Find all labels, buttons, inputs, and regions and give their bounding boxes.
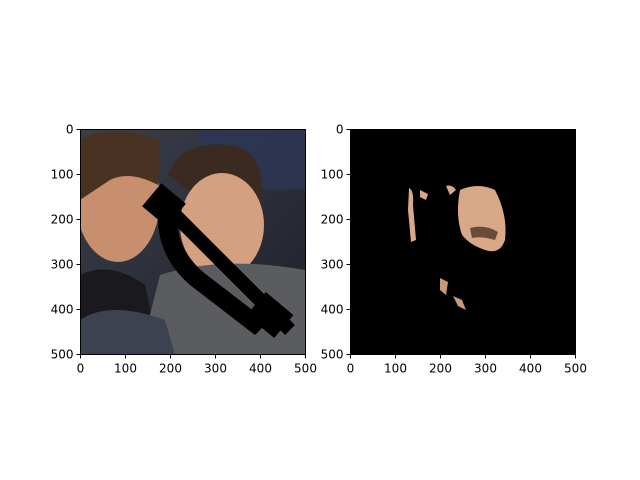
left-y-tick-label: 300 bbox=[51, 258, 74, 272]
right-x-tick-label: 300 bbox=[474, 362, 497, 376]
left-x-tick-label: 500 bbox=[294, 362, 317, 376]
left-y-tick-label: 400 bbox=[51, 303, 74, 317]
right-y-tick-label: 300 bbox=[321, 258, 344, 272]
left-y-tick-label: 200 bbox=[51, 213, 74, 227]
left-x-tick-label: 0 bbox=[77, 362, 85, 376]
left-x-tick-label: 100 bbox=[114, 362, 137, 376]
left-y-tick-label: 100 bbox=[51, 168, 74, 182]
right-y-tick-label: 500 bbox=[321, 348, 344, 362]
right-y-tick-label: 400 bbox=[321, 303, 344, 317]
right-y-tick-label: 0 bbox=[336, 123, 344, 137]
left-x-tick-label: 300 bbox=[204, 362, 227, 376]
right-y-tick-label: 100 bbox=[321, 168, 344, 182]
left-photo bbox=[80, 129, 306, 355]
right-x-tick-label: 400 bbox=[519, 362, 542, 376]
right-x-tick-label: 200 bbox=[429, 362, 452, 376]
left-x-tick-label: 400 bbox=[249, 362, 272, 376]
right-x-tick-label: 500 bbox=[564, 362, 587, 376]
right-axes-frame bbox=[350, 129, 576, 355]
left-x-tick-label: 200 bbox=[159, 362, 182, 376]
right-segment bbox=[350, 129, 576, 355]
handset-mask bbox=[142, 183, 295, 339]
left-axes-frame bbox=[80, 129, 306, 355]
right-x-tick-label: 100 bbox=[384, 362, 407, 376]
left-y-tick-label: 0 bbox=[66, 123, 74, 137]
left-y-tick-label: 500 bbox=[51, 348, 74, 362]
right-y-tick-label: 200 bbox=[321, 213, 344, 227]
right-x-tick-label: 0 bbox=[347, 362, 355, 376]
